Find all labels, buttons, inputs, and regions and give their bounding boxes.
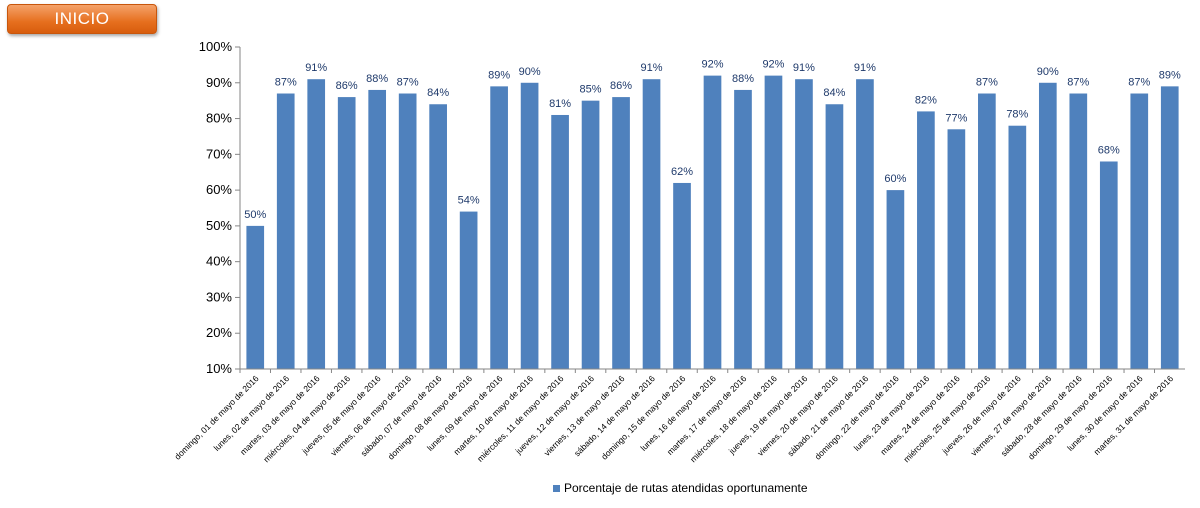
bar bbox=[1008, 125, 1027, 369]
data-label: 50% bbox=[244, 209, 266, 221]
bar bbox=[1069, 93, 1088, 369]
data-label: 84% bbox=[427, 87, 449, 99]
bar bbox=[337, 97, 356, 369]
y-tick-label: 80% bbox=[206, 111, 232, 126]
y-tick-label: 10% bbox=[206, 361, 232, 376]
data-label: 92% bbox=[762, 59, 784, 71]
bar bbox=[1130, 93, 1149, 369]
data-label: 91% bbox=[854, 62, 876, 74]
bar bbox=[1038, 82, 1057, 370]
y-tick-label: 30% bbox=[206, 289, 232, 304]
bar bbox=[1160, 86, 1179, 369]
y-axis: 10% 20% 30% 40% 50% 60% 70% 80% 90% 100% bbox=[199, 39, 241, 376]
data-label: 81% bbox=[549, 98, 571, 110]
data-label: 62% bbox=[671, 166, 693, 178]
data-label: 91% bbox=[305, 62, 327, 74]
data-label: 89% bbox=[1159, 69, 1181, 81]
y-tick-label: 60% bbox=[206, 182, 232, 197]
data-label: 77% bbox=[945, 112, 967, 124]
data-label: 85% bbox=[580, 84, 602, 96]
bar bbox=[764, 75, 783, 369]
legend: Porcentaje de rutas atendidas oportuname… bbox=[553, 481, 808, 495]
bar bbox=[856, 79, 874, 369]
data-label: 91% bbox=[793, 62, 815, 74]
bar bbox=[459, 211, 478, 369]
data-label: 89% bbox=[488, 69, 510, 81]
data-label: 86% bbox=[610, 80, 632, 92]
bar bbox=[276, 93, 295, 369]
data-label: 87% bbox=[976, 77, 998, 89]
bar bbox=[612, 97, 630, 369]
y-tick-label: 70% bbox=[206, 146, 232, 161]
y-tick-label: 20% bbox=[206, 325, 232, 340]
data-label: 92% bbox=[701, 59, 723, 71]
bar bbox=[490, 86, 508, 369]
inicio-button[interactable]: INICIO bbox=[7, 4, 157, 34]
data-label: 54% bbox=[458, 195, 480, 207]
bar bbox=[429, 104, 447, 369]
y-tick-label: 90% bbox=[206, 75, 232, 90]
bar bbox=[978, 93, 996, 369]
data-label: 88% bbox=[732, 73, 754, 85]
bars bbox=[246, 75, 1179, 370]
legend-label: Porcentaje de rutas atendidas oportuname… bbox=[564, 481, 808, 495]
bar bbox=[520, 82, 539, 370]
data-label: 60% bbox=[884, 173, 906, 185]
bar bbox=[1099, 161, 1118, 369]
bar bbox=[673, 182, 691, 369]
data-label: 91% bbox=[641, 62, 663, 74]
bar bbox=[246, 225, 265, 369]
data-label: 87% bbox=[397, 77, 419, 89]
data-label: 88% bbox=[366, 73, 388, 85]
bar bbox=[917, 111, 935, 370]
data-label: 90% bbox=[1037, 66, 1059, 78]
data-label: 90% bbox=[519, 66, 541, 78]
data-label: 82% bbox=[915, 94, 937, 106]
bar bbox=[734, 89, 752, 369]
data-labels: 50% 87% 91% 86% 88% 87% 84% 54% 89% 90% 81% 85% 86% 9… bbox=[244, 59, 1181, 221]
bar bbox=[947, 129, 966, 369]
bar bbox=[398, 93, 417, 369]
bar bbox=[642, 79, 661, 369]
data-label: 68% bbox=[1098, 144, 1120, 156]
bar bbox=[795, 79, 813, 369]
y-tick-label: 50% bbox=[206, 218, 232, 233]
data-label: 87% bbox=[1128, 77, 1150, 89]
y-tick-label: 100% bbox=[199, 39, 233, 54]
bar bbox=[703, 75, 722, 369]
data-label: 87% bbox=[1067, 77, 1089, 89]
y-tick-label: 40% bbox=[206, 254, 232, 269]
data-label: 87% bbox=[275, 77, 297, 89]
bar bbox=[368, 89, 387, 369]
bar bbox=[581, 100, 600, 370]
bar bbox=[886, 190, 905, 369]
bar bbox=[307, 79, 326, 369]
data-label: 78% bbox=[1006, 109, 1028, 121]
bar bbox=[551, 114, 569, 369]
data-label: 84% bbox=[823, 87, 845, 99]
bar bbox=[825, 104, 844, 369]
data-label: 86% bbox=[336, 80, 358, 92]
legend-swatch bbox=[553, 485, 560, 492]
